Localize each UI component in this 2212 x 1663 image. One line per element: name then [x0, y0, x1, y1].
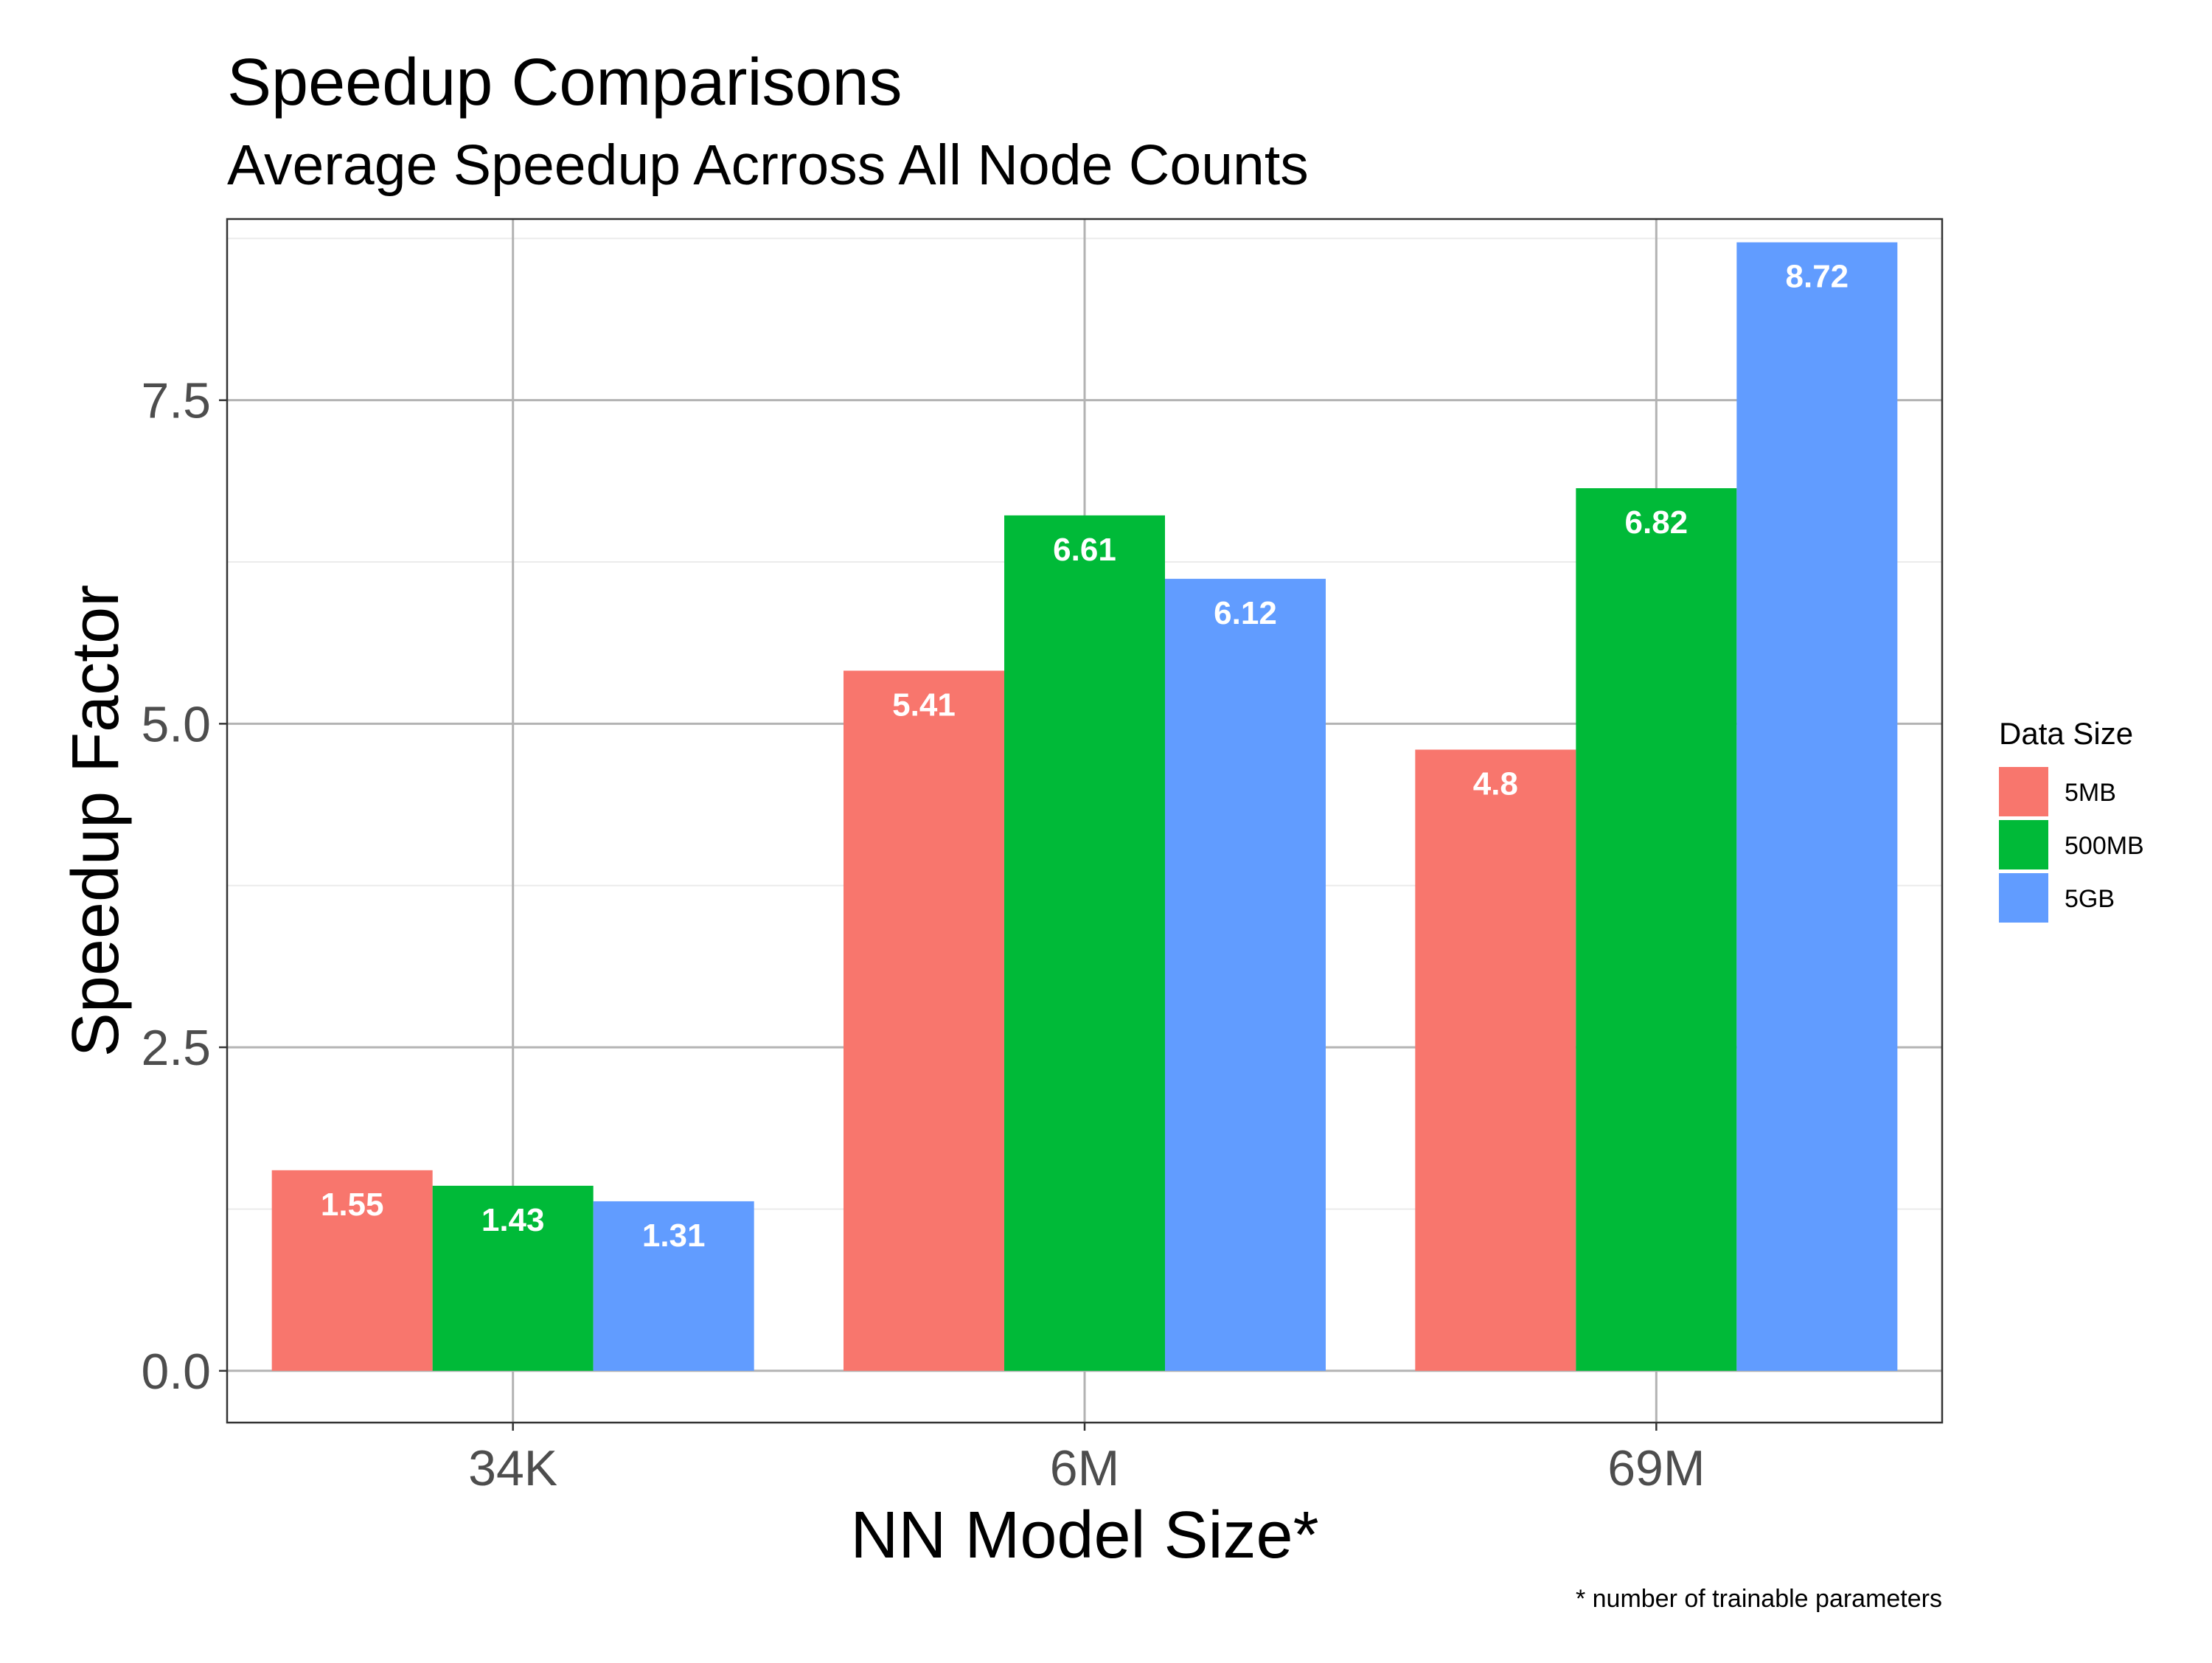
bar-500MB-34K [432, 1185, 594, 1371]
legend-label: 5GB [2065, 885, 2115, 913]
bar-value-label: 8.72 [1786, 259, 1849, 295]
y-tick-label: 5.0 [141, 696, 211, 752]
bar-value-label: 1.31 [642, 1218, 706, 1254]
bar-5MB-6M [844, 670, 1004, 1371]
legend-label: 5MB [2065, 779, 2116, 807]
bar-5MB-69M [1415, 749, 1576, 1371]
bar-value-label: 6.12 [1214, 595, 1277, 631]
y-axis-label: Speedup Factor [59, 585, 133, 1057]
bar-5MB-34K [271, 1170, 433, 1371]
y-tick-label: 0.0 [141, 1344, 211, 1400]
legend-key-5GB [1999, 873, 2048, 923]
bar-value-label: 4.8 [1473, 765, 1518, 802]
chart-caption: * number of trainable parameters [1576, 1585, 1942, 1613]
legend-key-500MB [1999, 820, 2048, 869]
legend-key-5MB [1999, 767, 2048, 816]
bar-value-label: 1.55 [321, 1187, 384, 1223]
bar-value-label: 6.61 [1053, 532, 1116, 568]
chart-subtitle: Average Speedup Acrross All Node Counts [227, 133, 1309, 197]
chart-title: Speedup Comparisons [227, 46, 902, 119]
x-tick-label: 34K [468, 1440, 557, 1496]
bar-500MB-6M [1004, 515, 1165, 1371]
bar-value-label: 5.41 [892, 687, 956, 723]
legend-title: Data Size [1999, 716, 2133, 751]
bar-5GB-6M [1165, 578, 1326, 1371]
y-tick-label: 2.5 [141, 1020, 211, 1076]
x-axis-label: NN Model Size* [850, 1499, 1318, 1572]
bar-value-label: 6.82 [1625, 504, 1688, 541]
x-tick-label: 6M [1050, 1440, 1119, 1496]
bar-5GB-69M [1736, 242, 1898, 1371]
x-tick-label: 69M [1607, 1440, 1705, 1496]
bar-value-label: 1.43 [481, 1202, 545, 1238]
bar-500MB-69M [1576, 488, 1737, 1371]
y-tick-label: 7.5 [141, 373, 211, 429]
legend-label: 500MB [2065, 832, 2144, 860]
bar-5GB-34K [593, 1201, 754, 1371]
